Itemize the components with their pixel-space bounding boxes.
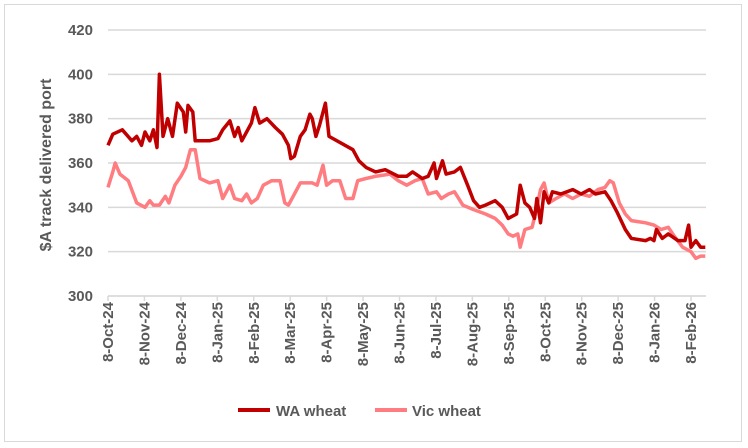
x-tick-label: 8-Oct-24 [100, 301, 117, 362]
y-tick-label: 380 [68, 111, 93, 128]
x-tick-labels: 8-Oct-24 8-Nov-24 8-Dec-24 8-Jan-25 8-Feb-25… [100, 301, 700, 366]
x-tick-label: 8-May-25 [355, 302, 372, 366]
x-tick-label: 8-Dec-25 [610, 302, 627, 365]
legend-label: WA wheat [276, 403, 346, 420]
x-tick-label: 8-Aug-25 [464, 302, 481, 366]
gridlines [107, 29, 706, 301]
y-tick-label: 400 [68, 66, 93, 83]
x-tick-label: 8-Jul-25 [428, 302, 445, 359]
y-tick-label: 420 [68, 22, 93, 39]
y-tick-label: 300 [68, 288, 93, 305]
x-tick-label: 8-Apr-25 [319, 302, 336, 363]
x-tick-label: 8-Feb-25 [246, 302, 263, 364]
legend: WA wheat Vic wheat [238, 403, 481, 420]
y-tick-label: 360 [68, 155, 93, 172]
legend-label: Vic wheat [412, 403, 481, 420]
x-tick-label: 8-Jan-26 [647, 302, 664, 363]
chart-area [4, 4, 742, 442]
y-tick-labels: 300 320 340 360 380 400 420 [68, 22, 93, 305]
x-tick-label: 8-Feb-26 [683, 302, 700, 364]
series-line-vic-wheat [106, 147, 706, 261]
y-tick-label: 320 [68, 244, 93, 261]
x-tick-label: 8-Sep-25 [501, 302, 518, 365]
x-tick-label: 8-Oct-25 [537, 302, 554, 362]
x-tick-label: 8-Dec-24 [173, 301, 190, 364]
series-lines [106, 72, 706, 261]
y-tick-label: 340 [68, 199, 93, 216]
x-tick-label: 8-Nov-25 [574, 302, 591, 365]
x-tick-label: 8-Jan-25 [209, 302, 226, 363]
series-line-wa-wheat [106, 72, 706, 249]
x-tick-label: 8-Nov-24 [136, 301, 153, 365]
y-axis-label: $A track delivered port [38, 78, 55, 251]
x-tick-label: 8-Mar-25 [282, 302, 299, 364]
x-tick-label: 8-Jun-25 [392, 302, 409, 364]
